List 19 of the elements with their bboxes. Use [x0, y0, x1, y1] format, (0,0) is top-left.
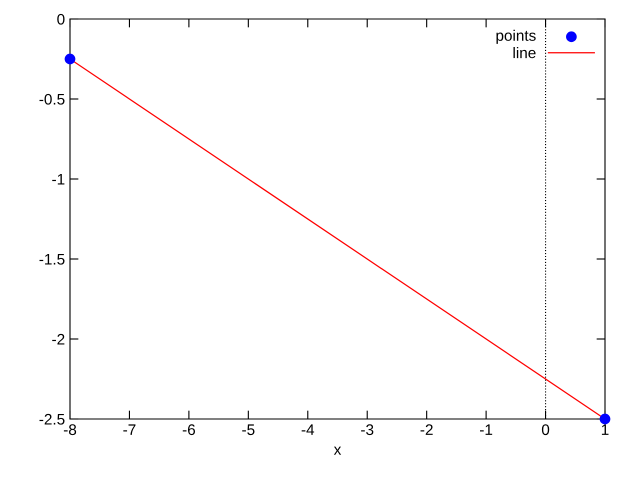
x-tick-label: -4	[302, 424, 314, 435]
y-tick-label: -1	[52, 174, 64, 185]
y-tick-label: -2	[52, 334, 64, 345]
x-tick-label: 1	[602, 424, 609, 435]
legend-label: line	[514, 46, 536, 58]
x-tick-label: -5	[242, 424, 254, 436]
y-tick-label: -2.5	[39, 414, 64, 425]
y-tick-label: -1.5	[39, 254, 64, 265]
y-tick-label: -0.5	[39, 94, 64, 105]
x-tick-label: -3	[361, 424, 374, 436]
x-tick-label: -2	[420, 424, 433, 435]
x-tick-label: -6	[182, 424, 196, 436]
x-tick-label: -1	[480, 424, 492, 435]
x-axis-title: x	[334, 446, 342, 455]
legend-label: points	[496, 30, 536, 44]
y-tick-label: 0	[57, 14, 65, 25]
x-tick-label: -7	[123, 424, 136, 435]
x-tick-label: 0	[542, 424, 550, 436]
x-tick-label: -8	[64, 424, 76, 436]
